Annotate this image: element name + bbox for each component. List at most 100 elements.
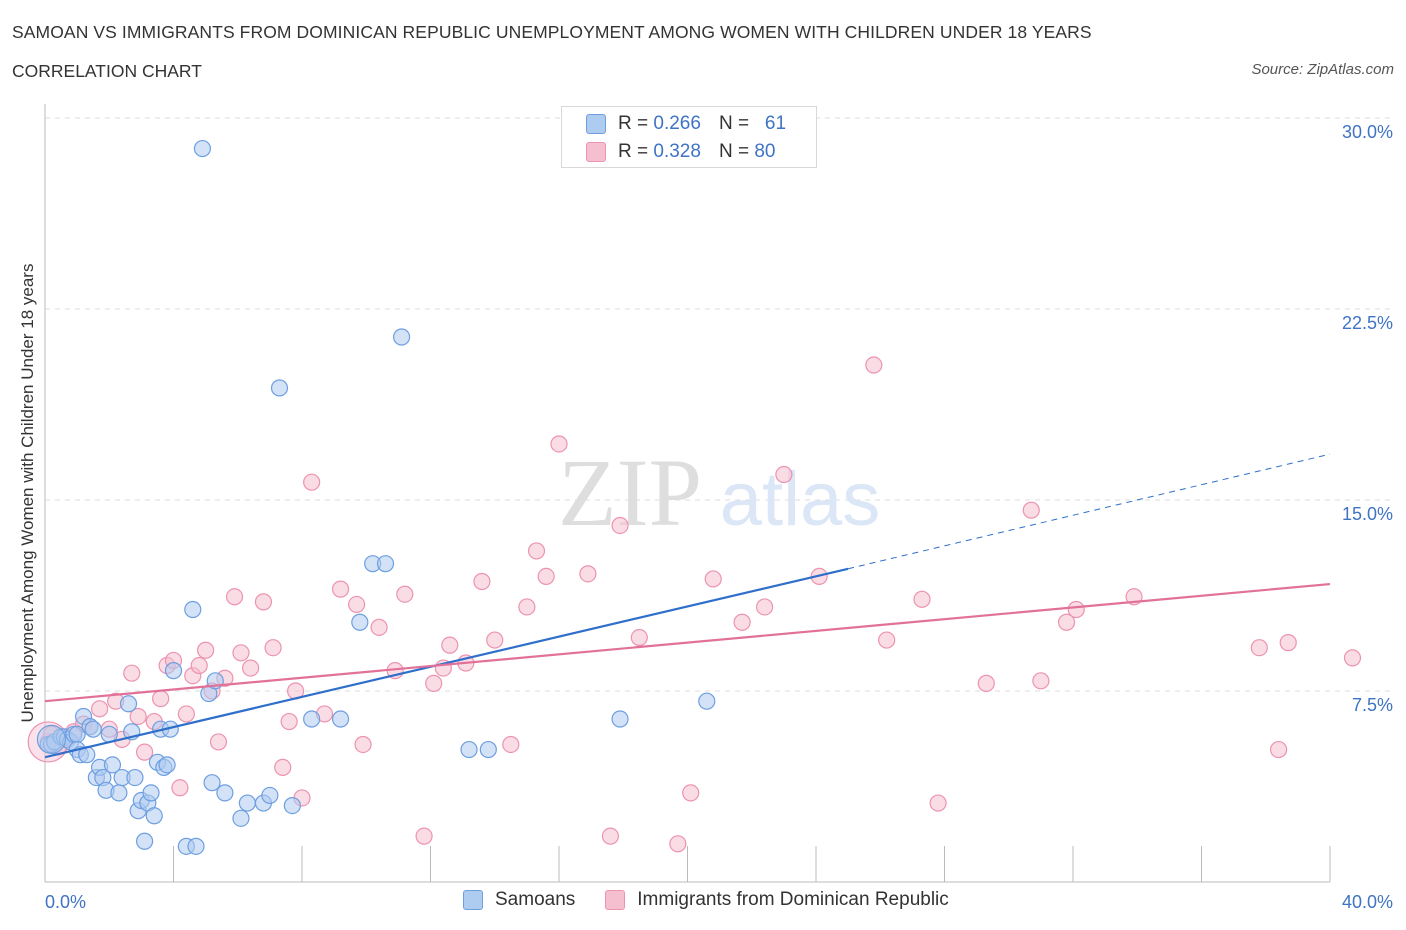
dominican-point <box>601 827 620 845</box>
samoan-point <box>460 740 478 759</box>
series-dominican-points <box>27 356 1362 853</box>
dominican-point <box>280 712 298 731</box>
samoan-swatch <box>463 890 483 910</box>
samoan-trend-extension <box>848 453 1331 570</box>
samoan-point <box>184 600 202 619</box>
y-tick-label: 22.5% <box>1342 313 1393 333</box>
y-axis-label: Unemployment Among Women with Children U… <box>18 264 37 723</box>
r-label: R = <box>618 113 649 134</box>
y-tick-label: 15.0% <box>1342 504 1393 524</box>
dominican-point <box>550 435 568 453</box>
r-value: 0.328 <box>653 141 701 162</box>
samoan-point <box>110 784 128 802</box>
dominican-swatch <box>586 142 606 162</box>
samoan-point <box>238 794 256 812</box>
watermark-atlas: atlas <box>720 457 881 542</box>
dominican-point <box>755 598 774 616</box>
dominican-point <box>129 707 147 726</box>
dominican-point <box>396 585 414 603</box>
dominican-point <box>232 644 250 662</box>
samoan-point <box>232 809 250 827</box>
series-legend: Samoans Immigrants from Dominican Republ… <box>463 889 979 911</box>
dominican-point <box>977 674 995 692</box>
dominican-point <box>225 588 244 606</box>
dominican-point <box>264 639 282 657</box>
dominican-point <box>441 636 459 654</box>
n-value: 61 <box>764 113 787 134</box>
x-tick-label: 40.0% <box>1342 892 1393 912</box>
n-label: N = <box>718 141 750 162</box>
dominican-point <box>630 628 648 647</box>
stats-legend-row-samoans: R = 0.266 N = 61 <box>586 112 786 136</box>
samoan-point <box>203 774 221 792</box>
dominican-point <box>733 613 751 631</box>
samoan-point <box>164 662 183 680</box>
samoan-point <box>331 710 350 728</box>
dominican-point <box>611 516 629 535</box>
legend-label-dominican: Immigrants from Dominican Republic <box>637 889 949 910</box>
dominican-point <box>197 641 215 659</box>
dominican-point <box>775 465 793 484</box>
series-samoan-points <box>36 139 716 855</box>
samoan-point <box>135 832 154 850</box>
samoan-point <box>187 837 205 855</box>
dominican-point <box>682 784 700 802</box>
legend-label-samoans: Samoans <box>495 889 576 910</box>
samoan-point <box>303 710 321 728</box>
watermark: ZIP atlas <box>558 439 880 546</box>
samoan-point <box>283 796 301 815</box>
dominican-point <box>518 598 536 616</box>
samoan-cluster <box>36 724 67 754</box>
stats-legend-row-dominican: R = 0.328 N = 80 <box>586 140 775 164</box>
samoan-point <box>84 720 102 738</box>
source-credit: Source: ZipAtlas.com <box>1251 61 1394 78</box>
dominican-point <box>91 700 109 718</box>
samoan-point <box>103 756 122 774</box>
dominican-point <box>865 356 883 374</box>
r-label: R = <box>618 141 649 162</box>
samoan-point <box>261 786 279 805</box>
watermark-zip: ZIP <box>558 439 702 546</box>
samoan-swatch <box>586 114 606 134</box>
dominican-point <box>123 664 141 682</box>
dominican-point <box>486 631 504 649</box>
dominican-point <box>669 835 687 853</box>
dominican-point <box>1250 639 1268 657</box>
tick-labels: 7.5% 15.0% 22.5% 30.0% 0.0% 40.0% <box>45 122 1393 912</box>
dominican-point <box>177 705 195 723</box>
dominican-point <box>1057 613 1076 631</box>
dominican-point <box>303 473 321 491</box>
stats-legend: R = 0.266 N = 61 R = 0.328 N = 80 <box>561 106 817 168</box>
dominican-trend-line <box>44 582 1331 703</box>
n-label: N = <box>718 113 750 134</box>
samoan-point <box>270 379 289 397</box>
dominican-point <box>1279 634 1297 652</box>
dominican-point <box>135 743 154 761</box>
samoan-point <box>119 695 138 713</box>
dominican-point <box>209 733 228 751</box>
dominican-point <box>190 656 208 675</box>
dominican-point <box>152 690 170 708</box>
dominican-swatch <box>605 890 626 910</box>
dominican-point <box>1343 649 1362 667</box>
samoan-point <box>376 555 395 573</box>
samoan-point <box>158 756 176 774</box>
x-tick-label: 0.0% <box>45 892 86 912</box>
dominican-point <box>425 674 443 692</box>
chart-title: SAMOAN VS IMMIGRANTS FROM DOMINICAN REPU… <box>12 22 1092 42</box>
dominican-point <box>537 567 555 586</box>
dominican-point <box>1022 501 1040 519</box>
samoan-point <box>392 328 411 346</box>
dominican-point <box>354 735 372 754</box>
dominican-point <box>1032 672 1050 690</box>
samoan-point <box>611 710 629 728</box>
dominican-point <box>331 580 350 598</box>
dominican-point <box>274 758 292 777</box>
gridlines <box>45 117 1392 692</box>
dominican-point <box>1269 740 1288 759</box>
dominican-point <box>415 827 433 845</box>
dominican-point <box>502 735 520 754</box>
dominican-point <box>254 593 273 611</box>
samoan-point <box>479 740 497 759</box>
